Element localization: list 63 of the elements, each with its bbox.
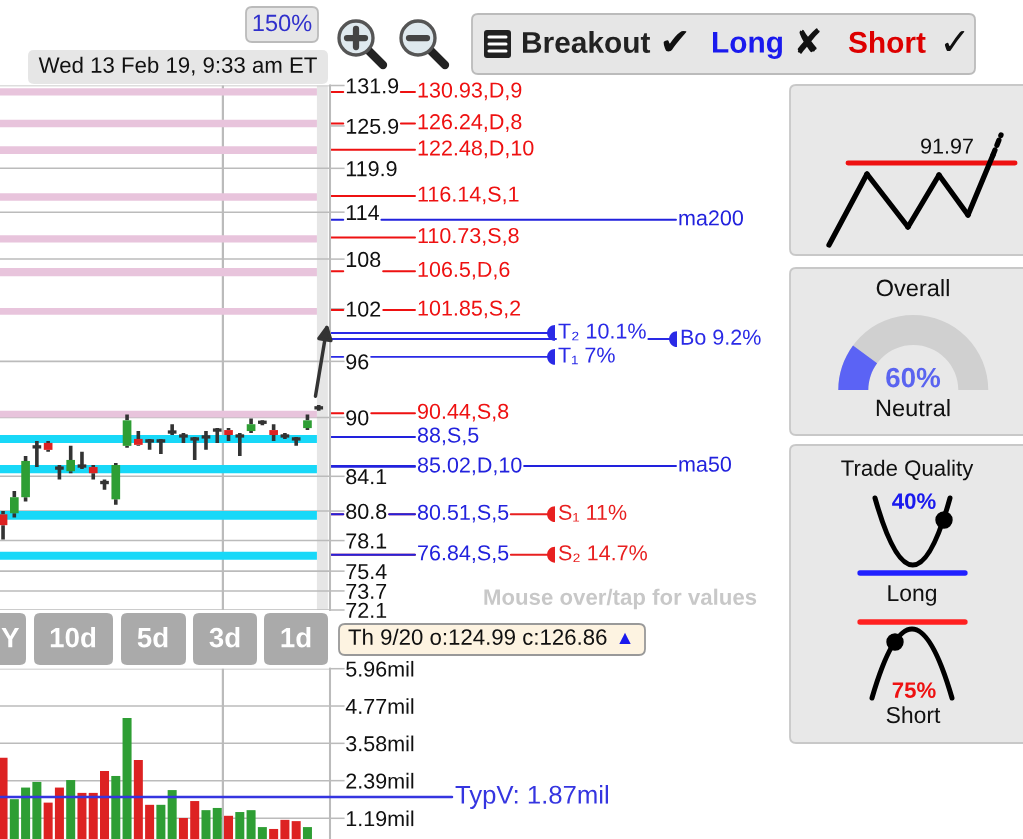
y-tick-label: 80.8 <box>346 503 387 520</box>
y-tick-label: 2.39mil <box>346 772 414 789</box>
ref-line-label: TypV: 1.87mil <box>455 785 608 809</box>
text: 5d <box>137 627 168 648</box>
ref-line-label: 116.14,S,1 <box>418 186 519 205</box>
y-tick-label: 1.19mil <box>346 810 414 827</box>
text: 3d <box>209 627 240 648</box>
text: Trade Quality <box>841 459 974 481</box>
ref-line-label: ma50 <box>679 456 732 472</box>
ref-line-label: T₂ 10.1% <box>558 323 646 341</box>
text: Breakout <box>523 31 651 54</box>
ref-line-label: 126.24,D,8 <box>418 114 522 132</box>
ref-line-label: 122.48,D,10 <box>418 140 534 159</box>
ref-line-label: S₂ 14.7% <box>558 545 647 563</box>
ref-line-label: ma200 <box>679 210 743 226</box>
text: 1d <box>281 627 311 648</box>
ref-line-label: T₁ 7% <box>558 347 615 365</box>
text: 91.97 <box>921 138 973 154</box>
text: ✓ <box>944 31 965 52</box>
y-tick-label: 84.1 <box>346 469 387 485</box>
text: 150% <box>253 14 312 32</box>
text: Neutral <box>876 398 950 417</box>
y-tick-label: 3.58mil <box>346 735 414 752</box>
ref-line-label: 76.84,S,5 <box>418 545 509 564</box>
y-tick-label: 75.4 <box>346 564 387 580</box>
ref-line-label: 101.85,S,2 <box>418 300 521 319</box>
y-tick-label: 4.77mil <box>345 698 414 714</box>
y-tick-label: 78.1 <box>346 533 387 549</box>
text: 60% <box>886 367 941 388</box>
text: ✘ <box>797 28 820 54</box>
ref-line-label: Bᴏ 9.2% <box>681 329 761 345</box>
y-tick-label: 73.7 <box>346 583 387 599</box>
text: Wed 13 Feb 19, 9:33 am ET <box>38 56 317 76</box>
y-tick-label: 125.9 <box>346 118 399 134</box>
text: Y <box>1 628 20 648</box>
text: ✔ <box>663 31 687 52</box>
y-tick-label: 90 <box>346 410 369 426</box>
text: Overall <box>876 278 949 297</box>
ref-line-label: 110.73,S,8 <box>418 227 519 246</box>
text: Long <box>888 585 937 606</box>
ref-line-label: S₁ 11% <box>558 504 627 522</box>
text: 10d <box>50 627 96 648</box>
y-tick-label: 5.96mil <box>346 660 414 677</box>
y-tick-label: 119.9 <box>346 161 397 177</box>
ref-line-label: 85.02,D,10 <box>417 457 522 476</box>
text: Th 9/20 o:124.99 c:126.86 <box>348 628 607 645</box>
text: Short <box>848 31 926 54</box>
y-tick-label: 108 <box>346 251 381 268</box>
y-tick-label: 96 <box>346 354 369 370</box>
ref-line-label: 90.44,S,8 <box>418 403 509 422</box>
text: 75% <box>892 682 936 698</box>
y-tick-label: 114 <box>346 205 379 220</box>
ref-line-label: 106.5,D,6 <box>418 261 510 280</box>
ref-line-label: 88,S,5 <box>417 427 479 446</box>
ref-line-label: 130.93,D,9 <box>418 82 522 101</box>
y-tick-label: 72.1 <box>346 602 387 618</box>
text: ▲ <box>619 632 631 645</box>
text: Long <box>713 32 782 59</box>
ref-line-label: 80.51,S,5 <box>417 504 509 523</box>
y-tick-label: 102 <box>346 301 381 317</box>
text: Short <box>886 706 941 724</box>
y-tick-label: 131.9 <box>346 78 399 94</box>
text: 40% <box>892 493 936 509</box>
